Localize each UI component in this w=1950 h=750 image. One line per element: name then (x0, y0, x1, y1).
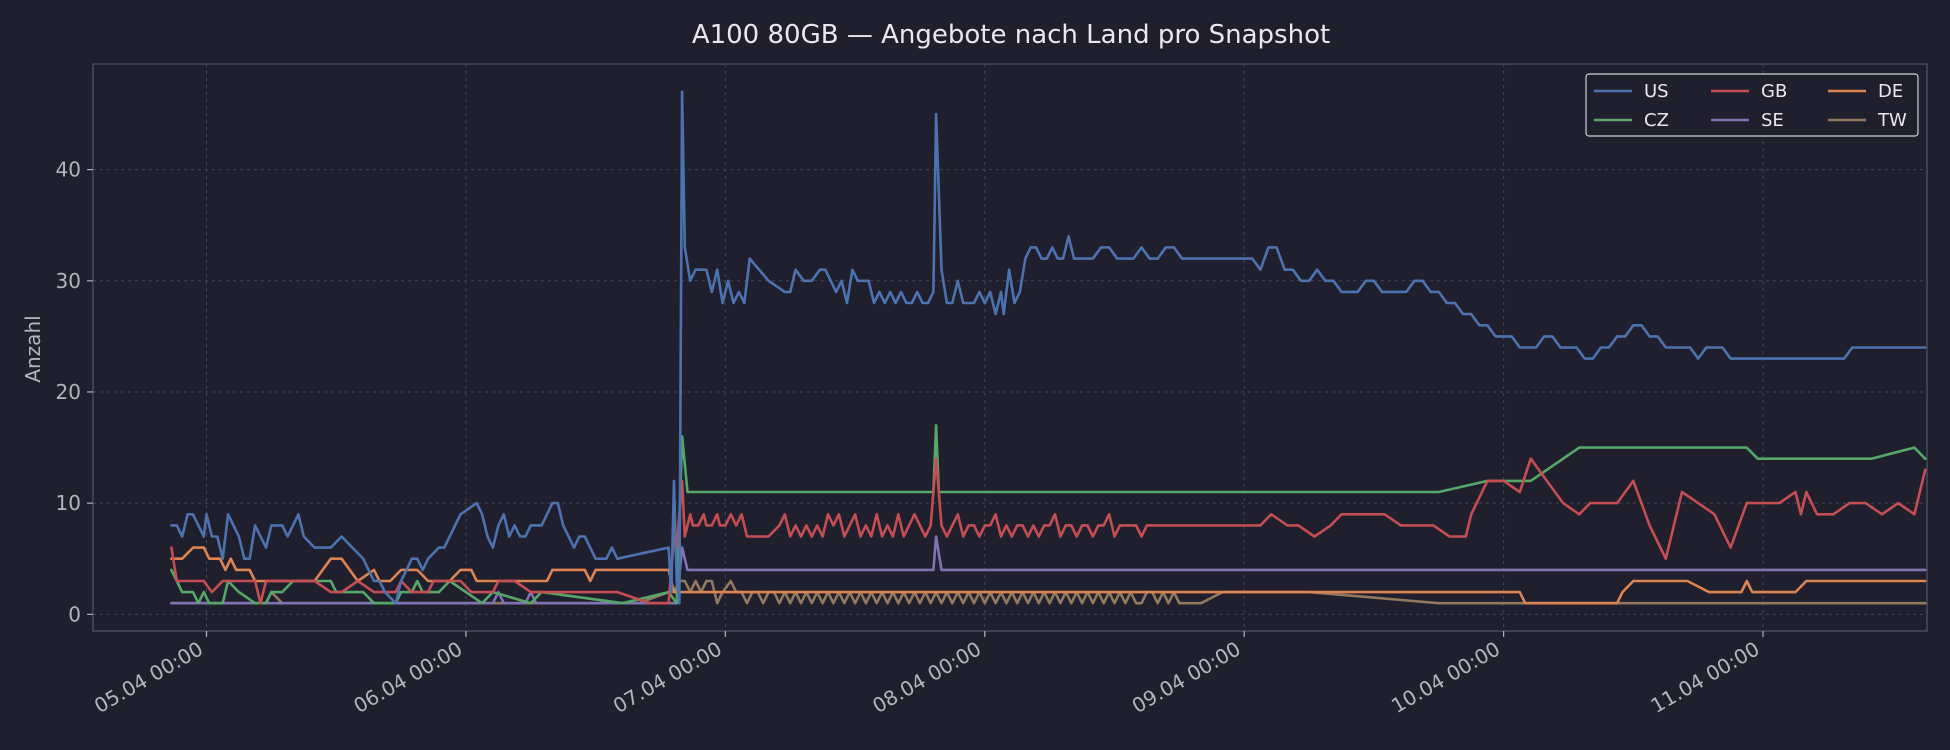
series-line-se (170, 535, 1927, 605)
series-line-us (170, 90, 1927, 605)
y-tick-label: 0 (68, 602, 81, 626)
y-tick-label: 40 (56, 158, 81, 182)
y-tick-label: 30 (56, 269, 81, 293)
legend-label-gb: GB (1761, 81, 1787, 102)
legend: US GB DE CZ SE TW (1585, 73, 1919, 137)
legend-box (1585, 73, 1919, 137)
series-line-tw (170, 579, 1927, 605)
legend-label-de: DE (1878, 81, 1903, 102)
y-tick-label: 10 (56, 491, 81, 515)
series-layer (170, 90, 1927, 605)
y-axis-label: Anzahl (21, 315, 45, 382)
y-tick-label: 20 (56, 380, 81, 404)
plot-area (92, 63, 1928, 632)
chart-title: A100 80GB — Angebote nach Land pro Snaps… (692, 20, 1330, 50)
legend-label-cz: CZ (1644, 110, 1669, 131)
legend-label-tw: TW (1877, 110, 1907, 131)
legend-label-us: US (1644, 81, 1669, 102)
legend-label-se: SE (1761, 110, 1784, 131)
